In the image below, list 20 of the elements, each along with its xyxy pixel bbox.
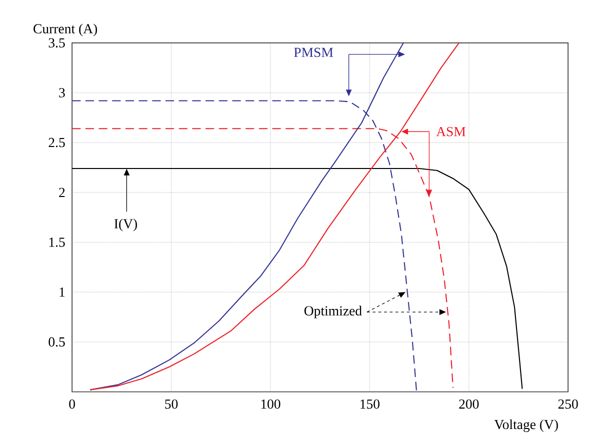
- y-tick-label: 1.5: [49, 238, 65, 247]
- y-tick-label: 1: [60, 288, 65, 297]
- line-series: [72, 168, 523, 390]
- legend-label: ASM: [436, 126, 466, 136]
- y-tick-label: 2.5: [48, 138, 65, 148]
- y-axis-title: Current (A): [34, 24, 98, 36]
- text: I(V): [114, 218, 137, 232]
- x-tick-label: 50: [165, 399, 178, 409]
- y-tick-label: 2: [59, 188, 65, 197]
- x-tick-label: 150: [360, 399, 380, 409]
- x-tick-label: 0: [69, 399, 75, 409]
- x-axis-title: Voltage (V): [494, 419, 558, 432]
- annotation: Optimized: [304, 306, 362, 318]
- x-tick-label: 250: [558, 399, 578, 409]
- y-tick-label: 3: [59, 88, 65, 98]
- x-tick-label: 200: [459, 399, 479, 409]
- y-tick-label: 0.5: [48, 337, 65, 347]
- x-tick-label: 100: [261, 399, 280, 409]
- y-tick-label: 3.5: [48, 38, 65, 48]
- text: PMSM: [294, 48, 334, 58]
